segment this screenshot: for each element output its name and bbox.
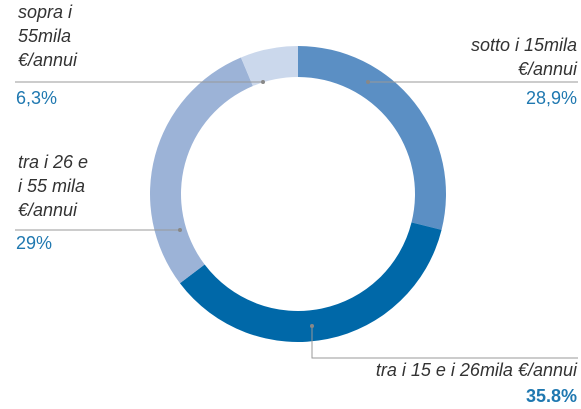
leader-dot	[178, 228, 182, 232]
value-label: 28,9%	[525, 88, 577, 108]
value-label: 35.8%	[525, 386, 577, 406]
donut-segment	[240, 46, 298, 87]
slice-label: sotto i 15mila €/annui	[470, 35, 577, 79]
donut-segment	[179, 222, 442, 343]
slice-label: tra i 15 e i 26mila €/annui	[375, 360, 577, 380]
donut-segment	[150, 57, 253, 284]
donut-segment	[298, 46, 447, 230]
leader-dot	[261, 80, 265, 84]
leader-line	[311, 326, 578, 359]
value-label: 29%	[16, 233, 53, 253]
slice-label: sopra i 55mila €/annui	[18, 2, 78, 70]
leader-dot	[366, 80, 370, 84]
slice-label: tra i 26 e i 55 mila €/annui	[18, 152, 89, 220]
leader-dot	[310, 324, 314, 328]
value-label: 6,3%	[16, 88, 58, 108]
